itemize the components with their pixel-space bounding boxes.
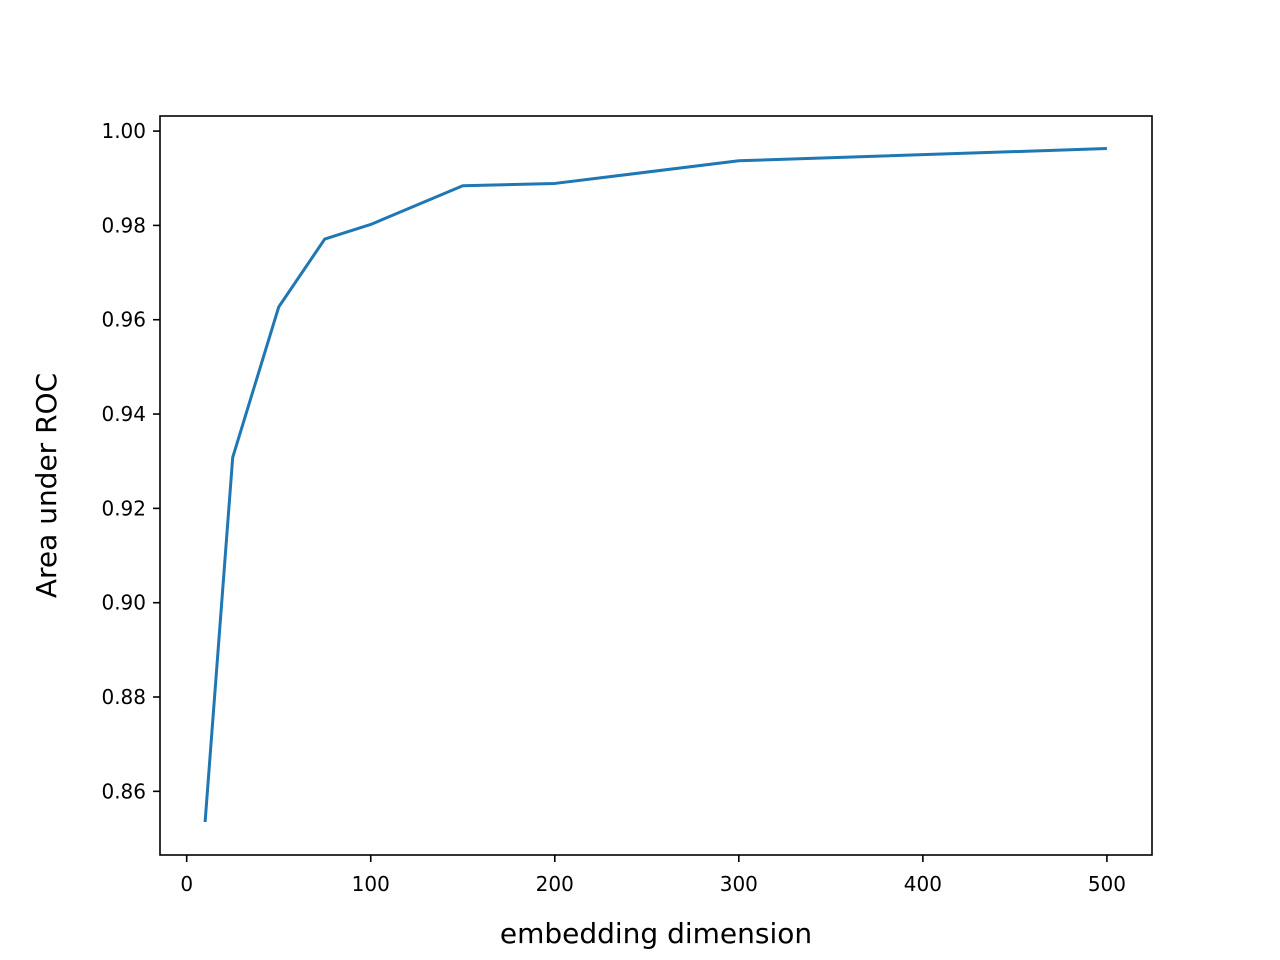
y-tick-label: 0.92 (101, 496, 146, 520)
plot-layer (203, 147, 1107, 823)
y-tick-label: 0.94 (101, 402, 146, 426)
x-tick-label: 300 (720, 872, 758, 896)
x-tick-label: 0 (180, 872, 193, 896)
plot-frame (159, 115, 1153, 856)
y-tick-label: 1.00 (101, 119, 146, 143)
x-tick-label: 400 (904, 872, 942, 896)
x-tick-label: 200 (536, 872, 574, 896)
y-axis-label: Area under ROC (30, 373, 63, 598)
y-tick-label: 0.96 (101, 308, 146, 332)
y-tick-label: 0.88 (101, 685, 146, 709)
y-tick-label: 0.90 (101, 591, 146, 615)
x-tick-label: 500 (1088, 872, 1126, 896)
y-tick-label: 0.98 (101, 213, 146, 237)
x-tick-label: 100 (352, 872, 390, 896)
series-line-0 (203, 147, 1107, 823)
x-axis-label: embedding dimension (500, 917, 812, 950)
y-tick-label: 0.86 (101, 779, 146, 803)
ticks-layer: 0 100 200 300 400 500 0.86 0.88 0.90 0.92 0.94 0.96… (101, 119, 1126, 896)
